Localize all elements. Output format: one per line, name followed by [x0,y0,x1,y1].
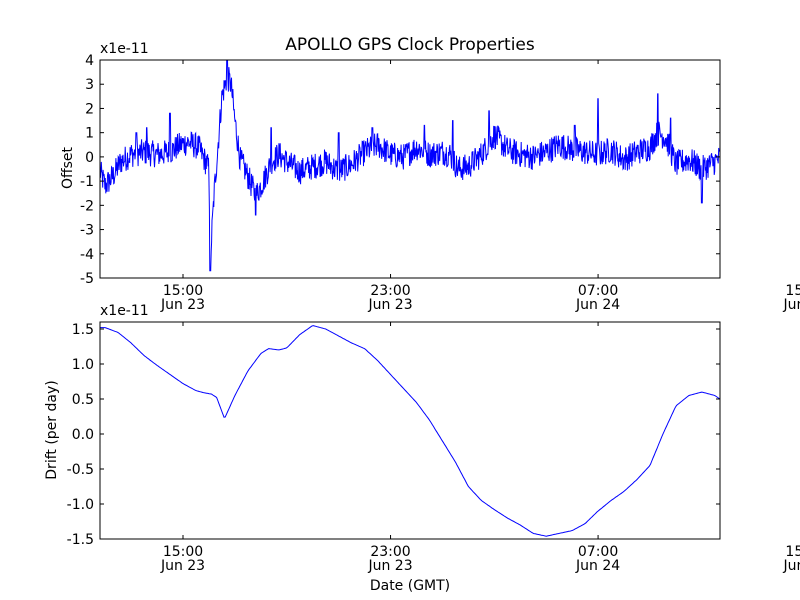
offset-scale-label: x1e-11 [100,41,149,57]
offset-xtick-time: 15:00 [785,283,800,299]
drift-xtick-date: Jun 24 [575,558,620,574]
drift-ytick-label: -1.0 [67,497,94,513]
offset-ytick-label: -2 [80,198,94,214]
offset-xtick-time: 15:00 [163,283,203,299]
drift-ytick-label: 1.0 [72,357,94,373]
offset-ytick-label: 0 [85,150,94,166]
drift-frame [99,321,721,540]
offset-xtick-time: 23:00 [370,283,410,299]
offset-xtick-date: Jun 23 [367,297,412,313]
offset-ytick-label: 3 [85,77,94,93]
drift-y-axis-label: Drift (per day) [44,380,60,479]
drift-ytick-label: 0.0 [72,427,94,443]
drift-scale-label: x1e-11 [100,303,149,319]
drift-panel: x1e-11 Drift (per day) -1.5 -1.0 -0.5 0.0 0.… [44,303,800,574]
offset-series-line [100,60,720,272]
offset-ytick-label: -1 [80,174,94,190]
drift-ytick-label: -0.5 [67,462,94,478]
offset-xtick-date: Jun 23 [160,297,205,313]
offset-xtick-date: Jun 24 [783,297,800,313]
offset-ytick-label: 1 [85,126,94,142]
drift-xtick-time: 07:00 [578,544,618,560]
offset-xtick-time: 07:00 [578,283,618,299]
chart-title: APOLLO GPS Clock Properties [285,35,535,55]
drift-xtick-time: 15:00 [785,544,800,560]
offset-ytick-label: -4 [80,247,94,263]
offset-ytick-label: 2 [85,101,94,117]
drift-xtick-date: Jun 23 [367,558,412,574]
drift-ytick-label: 0.5 [72,392,94,408]
drift-xtick-date: Jun 23 [160,558,205,574]
x-axis-label: Date (GMT) [370,578,450,594]
drift-xtick-time: 23:00 [370,544,410,560]
offset-ytick-label: -5 [80,271,94,287]
offset-y-axis-label: Offset [60,146,76,189]
offset-ytick-label: 4 [85,53,94,69]
drift-ytick-label: -1.5 [67,532,94,548]
drift-series-line [100,325,720,537]
drift-xtick-date: Jun 24 [783,558,800,574]
offset-frame [99,59,721,279]
offset-xtick-date: Jun 24 [575,297,620,313]
drift-xtick-time: 15:00 [163,544,203,560]
drift-ytick-label: 1.5 [72,322,94,338]
offset-ytick-label: -3 [80,223,94,239]
